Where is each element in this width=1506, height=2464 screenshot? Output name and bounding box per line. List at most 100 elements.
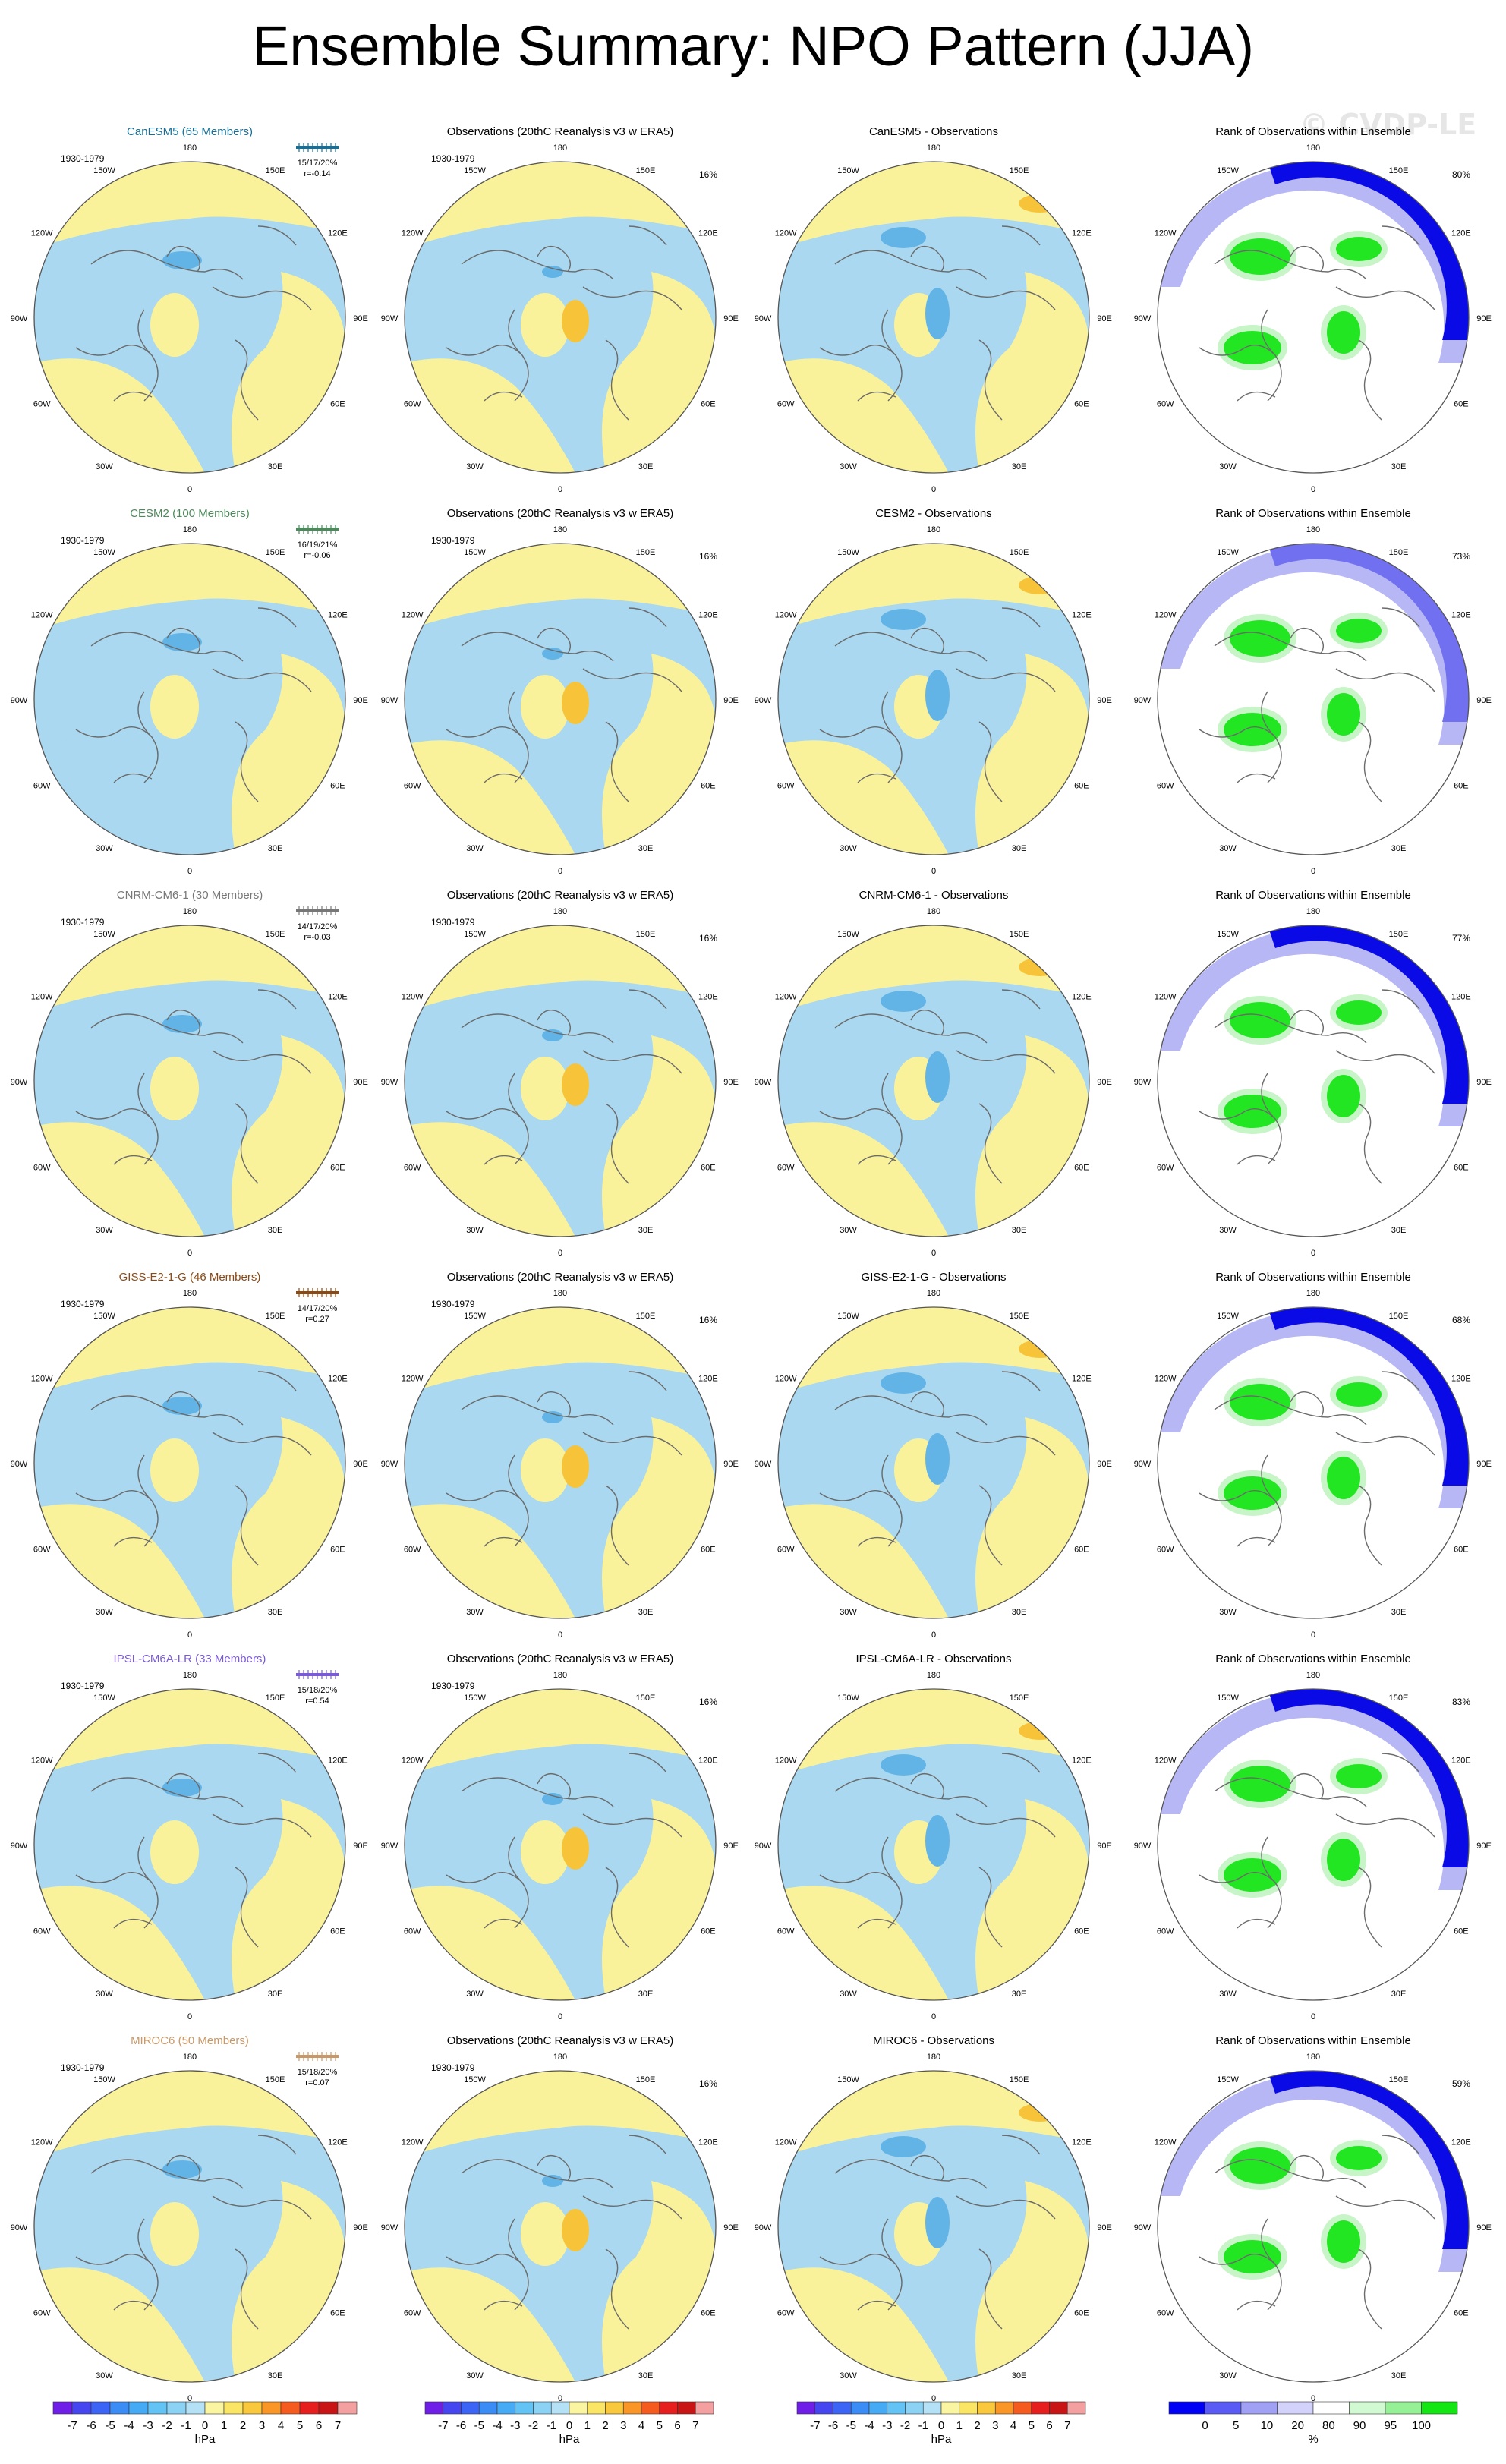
map-panel-model: 180 150E 120E 90E 60E 30E 0 30W 60W 90W 120W 150W: [11, 1671, 368, 2021]
longitude-label: 60E: [1454, 2309, 1469, 2318]
map-panel-obs: 180 150E 120E 90E 60E 30E 0 30W 60W 90W 120W 150W: [381, 1671, 739, 2021]
rank-title: Rank of Observations within Ensemble: [1215, 1653, 1411, 1665]
colorbar-swatch: [850, 2401, 870, 2415]
longitude-label: 60E: [330, 1164, 345, 1173]
pressure-anomaly-region: [150, 293, 199, 357]
pressure-anomaly-region: [405, 544, 716, 631]
longitude-label: 30E: [268, 1226, 283, 1235]
watermark: © CVDP-LE: [1300, 108, 1477, 141]
longitude-label: 180: [1306, 2053, 1320, 2062]
pressure-anomaly-trough: [881, 227, 926, 248]
colorbar-tick-label: 7: [692, 2419, 698, 2432]
pressure-anomaly-peak: [562, 1827, 589, 1870]
rank-band-low: [1158, 165, 1469, 363]
longitude-label: 30W: [96, 1990, 113, 1999]
longitude-label: 150W: [464, 166, 486, 175]
colorbar-tick-label: 0: [566, 2419, 572, 2432]
longitude-label: 150W: [837, 166, 859, 175]
longitude-label: 120E: [1072, 611, 1092, 620]
longitude-label: 90W: [1134, 1460, 1152, 1469]
map-border: [1157, 1688, 1470, 2001]
longitude-label: 30E: [638, 462, 654, 471]
longitude-label: 90E: [353, 1078, 368, 1087]
longitude-label: 150W: [464, 1312, 486, 1321]
pressure-anomaly-trough: [881, 1754, 926, 1776]
longitude-label: 60W: [1157, 1546, 1174, 1555]
longitude-label: 0: [931, 2012, 936, 2021]
pressure-anomaly-region: [405, 1689, 716, 1776]
longitude-label: 120E: [1072, 229, 1092, 238]
colorbar-tick-label: 95: [1384, 2419, 1397, 2432]
longitude-label: 120W: [1155, 1757, 1177, 1766]
longitude-label: 60W: [33, 400, 51, 409]
longitude-label: 120E: [1451, 2138, 1471, 2147]
rank-band-low: [1158, 2074, 1469, 2272]
longitude-label: 120W: [1155, 1375, 1177, 1384]
longitude-label: 120W: [402, 611, 424, 620]
colorbar-swatch: [994, 2401, 1014, 2415]
pressure-anomaly-trough: [925, 288, 950, 339]
colorbar-tick-label: -3: [882, 2419, 892, 2432]
colorbar-tick-label: -3: [510, 2419, 520, 2432]
pressure-anomaly-region: [34, 2071, 345, 2158]
longitude-label: 120W: [31, 1757, 53, 1766]
rank-band-very-high: [1230, 2147, 1290, 2184]
longitude-label: 180: [553, 525, 567, 534]
colorbar-swatch: [796, 2401, 816, 2415]
longitude-label: 150E: [266, 548, 285, 557]
colorbar-swatch: [1385, 2401, 1422, 2415]
colorbar-tick-label: 0: [1202, 2419, 1208, 2432]
colorbar-swatch: [677, 2401, 696, 2415]
map-border: [33, 543, 346, 855]
longitude-label: 0: [558, 867, 562, 876]
coastline: [75, 607, 312, 802]
coastline: [819, 607, 1056, 802]
rank-band-very-high: [1230, 238, 1290, 275]
longitude-label: 120E: [328, 611, 348, 620]
longitude-label: 180: [553, 2053, 567, 2062]
diff-title: CanESM5 - Observations: [869, 125, 998, 138]
rank-band-very-high: [1230, 1384, 1290, 1420]
longitude-label: 30E: [638, 1990, 654, 1999]
obs-title: Observations (20thC Reanalysis v3 w ERA5…: [447, 1271, 673, 1284]
longitude-label: 60E: [1454, 782, 1469, 791]
pressure-anomaly-region: [150, 1820, 199, 1884]
rank-pct: 68%: [1452, 1315, 1470, 1325]
longitude-label: 90E: [1476, 1460, 1492, 1469]
pressure-anomaly-trough: [925, 1433, 950, 1485]
colorbar-tick-label: 6: [1046, 2419, 1052, 2432]
longitude-label: 90W: [1134, 696, 1152, 705]
longitude-label: 90E: [353, 696, 368, 705]
longitude-label: 90E: [1097, 2223, 1112, 2232]
pressure-anomaly-region: [150, 2202, 199, 2266]
coastline: [75, 225, 312, 421]
colorbar-tick-label: 1: [956, 2419, 963, 2432]
longitude-label: 30E: [1012, 1608, 1027, 1617]
longitude-label: 30W: [1219, 844, 1237, 853]
longitude-label: 60E: [330, 400, 345, 409]
coastline: [819, 225, 1056, 421]
longitude-label: 60E: [1454, 1546, 1469, 1555]
longitude-label: 30W: [466, 1608, 484, 1617]
longitude-label: 150E: [636, 2075, 656, 2084]
rank-band-very-high: [1336, 1382, 1382, 1407]
coastline: [75, 1371, 312, 1566]
longitude-label: 120E: [1451, 611, 1471, 620]
longitude-label: 60W: [1157, 2309, 1174, 2318]
colorbar-tick-label: 6: [316, 2419, 322, 2432]
longitude-label: 180: [183, 525, 197, 534]
longitude-label: 60E: [1074, 782, 1089, 791]
colorbar-swatch: [868, 2401, 888, 2415]
colorbar-swatch: [109, 2401, 130, 2415]
longitude-label: 120E: [1072, 993, 1092, 1002]
map-border: [33, 925, 346, 1237]
coastline: [1199, 989, 1435, 1184]
pressure-anomaly-trough: [542, 648, 563, 660]
coastline: [446, 1753, 682, 1948]
longitude-label: 60E: [701, 1546, 716, 1555]
longitude-label: 60E: [330, 2309, 345, 2318]
longitude-label: 60W: [1157, 400, 1174, 409]
colorbar-swatch: [622, 2401, 642, 2415]
obs-variance-pct: 16%: [699, 169, 717, 180]
